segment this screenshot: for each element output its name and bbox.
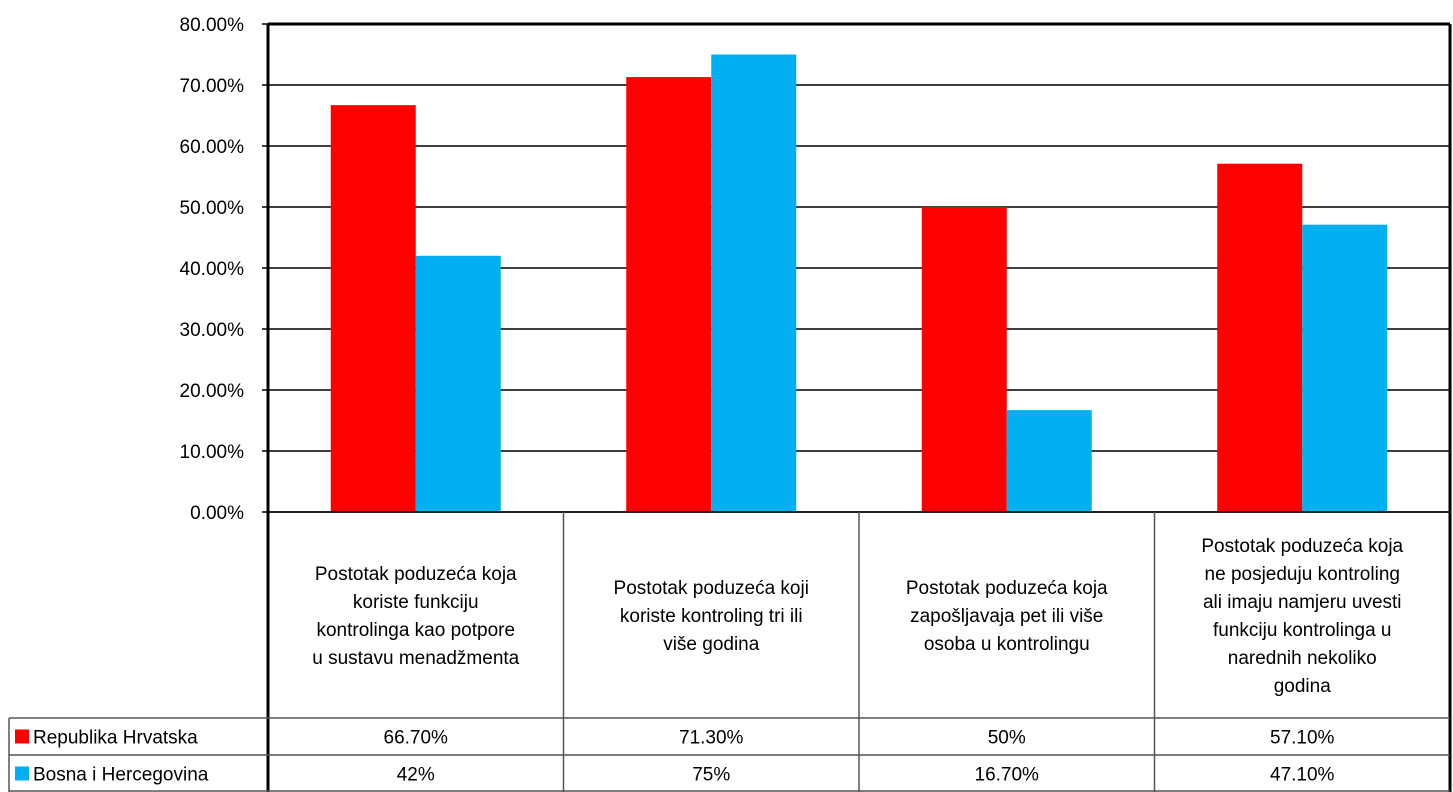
- y-tick-label: 80.00%: [180, 15, 245, 36]
- legend-label: Bosna i Hercegovina: [33, 765, 209, 786]
- category-label: funkciju kontrolinga u: [1213, 620, 1392, 641]
- y-tick-label: 60.00%: [180, 137, 245, 158]
- y-tick-label: 0.00%: [190, 503, 244, 524]
- y-tick-label: 70.00%: [180, 76, 245, 97]
- y-tick-label: 30.00%: [180, 320, 245, 341]
- category-label: koriste kontroling tri ili: [620, 606, 803, 627]
- legend-swatch-hr: [15, 729, 29, 744]
- data-table-value: 47.10%: [1270, 765, 1335, 786]
- category-label: Postotak poduzeća koja: [1201, 536, 1403, 557]
- bar-bih-3: [1302, 224, 1388, 512]
- y-tick-label: 20.00%: [180, 381, 245, 402]
- category-label: u sustavu menadžmenta: [312, 648, 519, 669]
- legend-label: Republika Hrvatska: [33, 728, 198, 749]
- category-label: ali imaju namjeru uvesti: [1203, 592, 1402, 613]
- bar-hr-1: [626, 77, 712, 512]
- category-label: kontrolinga kao potpore: [316, 620, 515, 641]
- bar-hr-0: [330, 105, 416, 512]
- bar-bih-2: [1006, 410, 1092, 512]
- y-tick-label: 40.00%: [180, 259, 245, 280]
- category-label: više godina: [663, 634, 760, 655]
- data-table-value: 66.70%: [384, 728, 449, 749]
- category-label: zapošljavaja pet ili više: [910, 606, 1103, 627]
- data-table-value: 16.70%: [975, 765, 1040, 786]
- bar-bih-1: [711, 54, 797, 512]
- y-tick-label: 10.00%: [180, 442, 245, 463]
- y-tick-label: 50.00%: [180, 198, 245, 219]
- category-label: osoba u kontrolingu: [924, 634, 1090, 655]
- bar-hr-2: [921, 207, 1007, 512]
- category-label: koriste funkciju: [353, 592, 479, 613]
- data-table-value: 57.10%: [1270, 728, 1335, 749]
- category-label: Postotak poduzeća koji: [614, 578, 809, 599]
- category-label: Postotak poduzeća koja: [315, 564, 517, 585]
- legend-swatch-bih: [15, 766, 29, 781]
- bar-bih-0: [415, 255, 501, 513]
- category-label: narednih nekoliko: [1228, 648, 1377, 669]
- bar-hr-3: [1217, 163, 1303, 512]
- data-table-value: 42%: [397, 765, 435, 786]
- category-label: Postotak poduzeća koja: [906, 578, 1108, 599]
- category-label: ne posjeduju kontroling: [1205, 564, 1400, 585]
- data-table-value: 71.30%: [679, 728, 744, 749]
- data-table-value: 75%: [692, 765, 730, 786]
- category-label: godina: [1274, 676, 1331, 697]
- data-table-value: 50%: [988, 728, 1026, 749]
